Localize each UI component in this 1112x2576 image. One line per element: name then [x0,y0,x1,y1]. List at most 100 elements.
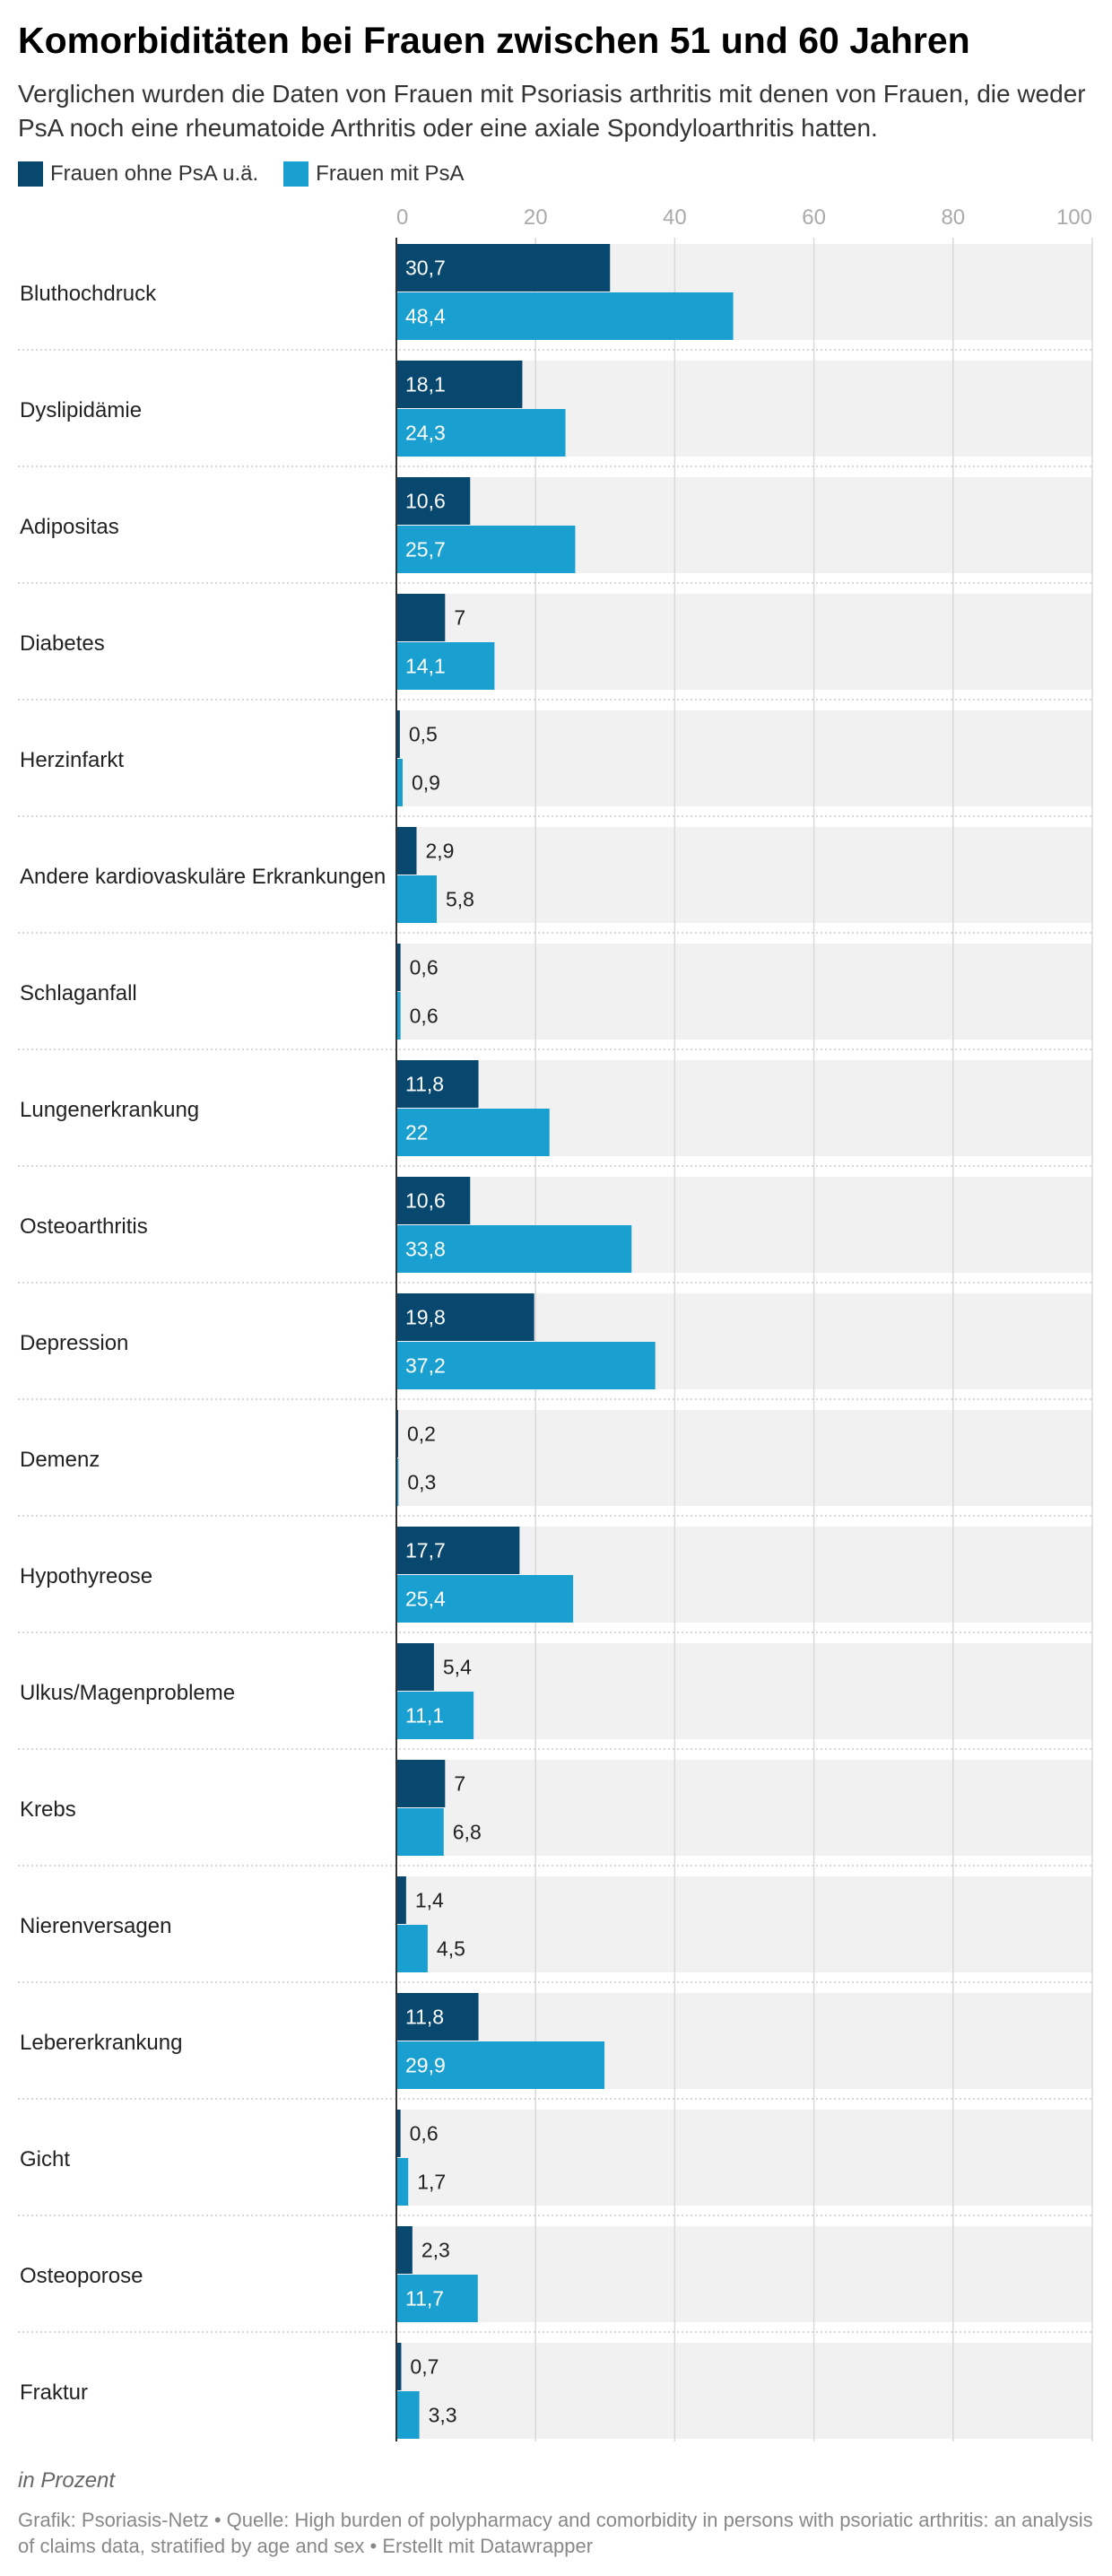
category-label: Osteoarthritis [20,1214,148,1239]
x-tick-label: 60 [802,205,826,230]
category-label: Herzinfarkt [20,748,124,772]
data-label: 7 [454,606,465,630]
x-tick-label: 80 [941,205,965,230]
x-tick-label: 100 [1056,205,1092,230]
bar-series-2 [396,1575,574,1623]
bar-series-2 [396,1109,550,1156]
bar-series-2 [396,992,401,1040]
category-label: Schlaganfall [20,981,137,1005]
bar-series-2 [396,1225,632,1273]
data-label: 25,7 [405,538,446,561]
data-label: 22 [405,1121,429,1144]
data-label: 0,6 [410,956,439,979]
bar-series-1 [396,1177,471,1224]
category-label: Lebererkrankung [20,2031,182,2055]
data-label: 0,3 [407,1471,436,1494]
bar-series-2 [396,875,438,923]
row-background [396,827,1092,923]
legend-item-series-1: Frauen ohne PsA u.ä. [18,161,258,187]
row-background [396,1760,1092,1856]
bar-series-2 [396,409,566,457]
bar-series-2 [396,526,576,573]
legend-swatch-series-2 [283,161,309,187]
bar-series-2 [396,2275,478,2322]
row-background [396,2110,1092,2206]
x-tick-label: 20 [524,205,548,230]
bar-series-1 [396,361,523,408]
row-background [396,710,1092,806]
legend-label-series-1: Frauen ohne PsA u.ä. [50,161,259,186]
bar-series-1 [396,1527,520,1574]
category-label: Krebs [20,1797,76,1822]
data-label: 5,8 [446,888,474,911]
bar-series-2 [396,1342,656,1389]
bar-series-1 [396,1060,479,1108]
data-label: 3,3 [429,2404,457,2427]
x-tick-label: 0 [396,205,408,230]
row-background [396,1410,1092,1506]
data-label: 0,6 [410,1005,439,1028]
row-background [396,944,1092,1040]
data-label: 11,8 [405,1073,444,1096]
data-label: 6,8 [453,1821,482,1844]
bar-series-2 [396,1692,474,1739]
bar-series-1 [396,477,471,525]
bar-series-1 [396,2226,413,2274]
data-label: 48,4 [405,305,446,328]
data-label: 0,2 [407,1423,436,1446]
x-tick-label: 40 [663,205,687,230]
data-label: 11,7 [405,2287,444,2311]
bar-series-2 [396,759,403,806]
data-label: 0,6 [410,2122,439,2145]
bar-series-2 [396,2158,409,2206]
data-label: 0,5 [409,723,438,746]
chart-source: Grafik: Psoriasis-Netz • Quelle: High bu… [18,2509,1093,2557]
data-label: 29,9 [405,2054,446,2077]
legend: Frauen ohne PsA u.ä. Frauen mit PsA [18,158,490,190]
category-label: Osteoporose [20,2264,143,2288]
chart-subtitle: Verglichen wurden die Daten von Frauen m… [18,80,1086,142]
category-label: Hypothyreose [20,1564,152,1588]
data-label: 17,7 [405,1539,446,1562]
row-background [396,1876,1092,1972]
bar-series-1 [396,1293,534,1341]
data-label: 25,4 [405,1588,446,1611]
row-background [396,594,1092,690]
chart-title: Komorbiditäten bei Frauen zwischen 51 un… [18,20,970,61]
data-label: 0,7 [410,2355,439,2379]
category-label: Lungenerkrankung [20,1098,199,1122]
bar-series-1 [396,2343,402,2390]
bar-series-2 [396,1925,428,1972]
bar-series-1 [396,944,401,991]
data-label: 1,4 [415,1889,444,1912]
data-label: 33,8 [405,1238,446,1261]
data-label: 30,7 [405,257,446,280]
data-label: 7 [454,1772,465,1796]
legend-swatch-series-1 [18,161,43,187]
bar-series-1 [396,594,446,641]
category-label: Fraktur [20,2380,88,2405]
bar-series-1 [396,2110,401,2157]
row-background [396,1643,1092,1739]
data-label: 0,9 [412,771,440,795]
bar-series-2 [396,1458,399,1506]
data-label: 11,1 [405,1704,444,1727]
category-label: Dyslipidämie [20,398,142,422]
category-label: Adipositas [20,515,119,539]
data-label: 24,3 [405,422,446,445]
legend-label-series-2: Frauen mit PsA [316,161,465,186]
bar-series-1 [396,710,400,758]
category-label: Diabetes [20,631,105,656]
bar-series-2 [396,1808,444,1856]
data-label: 18,1 [405,373,446,396]
chart-notes: in Prozent [18,2468,116,2493]
bar-series-2 [396,2391,420,2439]
data-label: 10,6 [405,1189,446,1213]
category-label: Ulkus/Magenprobleme [20,1681,235,1705]
data-label: 14,1 [405,655,446,678]
data-label: 19,8 [405,1306,446,1329]
legend-item-series-2: Frauen mit PsA [283,161,465,187]
data-label: 1,7 [417,2171,446,2194]
data-label: 37,2 [405,1354,446,1378]
